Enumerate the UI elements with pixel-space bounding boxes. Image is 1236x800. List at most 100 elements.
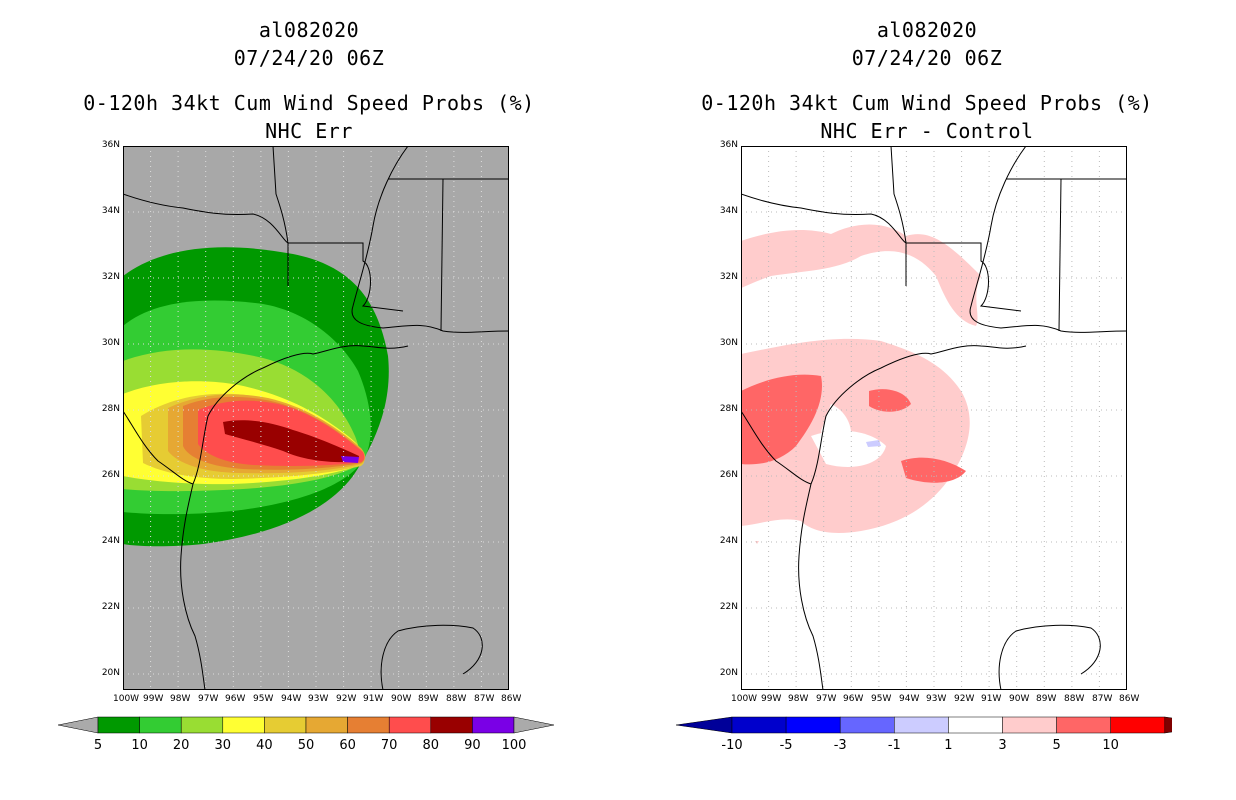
lon-label: 90W xyxy=(1009,694,1030,704)
lat-label: 36N xyxy=(101,140,120,150)
map-frame xyxy=(123,146,509,690)
lon-label: 91W xyxy=(981,694,1002,704)
lon-label: 99W xyxy=(143,694,164,704)
map-frame xyxy=(741,146,1127,690)
left-panel: al082020 07/24/20 06Z 0-120h 34kt Cum Wi… xyxy=(58,18,554,753)
product-title: 0-120h 34kt Cum Wind Speed Probs (%) xyxy=(83,91,535,115)
colorbar-box xyxy=(1002,716,1057,734)
experiment-title: NHC Err xyxy=(265,119,353,143)
lon-label: 93W xyxy=(926,694,947,704)
colorbar-label: 5 xyxy=(1052,738,1061,753)
lon-label: 98W xyxy=(788,694,809,704)
map-canvas xyxy=(741,146,1127,690)
colorbar-box xyxy=(97,716,140,734)
lat-label: 26N xyxy=(101,470,120,480)
probability-colorbar xyxy=(58,716,554,734)
lon-label: 90W xyxy=(391,694,412,704)
colorbar-box xyxy=(264,716,307,734)
difference-colorbar xyxy=(676,716,1172,734)
lat-label: 20N xyxy=(719,668,738,678)
colorbar-box xyxy=(180,716,224,734)
lon-label: 88W xyxy=(446,694,467,704)
lon-label: 92W xyxy=(954,694,975,704)
lon-label: 100W xyxy=(731,694,758,704)
colorbar-box xyxy=(894,716,949,734)
lat-label: 34N xyxy=(101,206,120,216)
experiment-title: NHC Err - Control xyxy=(820,119,1034,143)
colorbar-label: 20 xyxy=(172,738,190,753)
colorbar-label: 80 xyxy=(422,738,440,753)
lon-label: 89W xyxy=(1036,694,1057,704)
lon-label: 86W xyxy=(1119,694,1140,704)
colorbar-label: 70 xyxy=(380,738,398,753)
date-title: 07/24/20 06Z xyxy=(851,46,1003,70)
colorbar-box xyxy=(430,716,473,734)
colorbar-label: 5 xyxy=(93,738,103,753)
lon-label: 100W xyxy=(113,694,140,704)
lat-label: 22N xyxy=(101,602,120,612)
colorbar-box xyxy=(731,716,787,734)
coastlines xyxy=(123,146,509,690)
right-panel: al082020 07/24/20 06Z 0-120h 34kt Cum Wi… xyxy=(618,0,1236,800)
colorbar-box xyxy=(839,716,895,734)
storm-id-title: al082020 xyxy=(876,18,978,42)
lon-label: 99W xyxy=(761,694,782,704)
colorbar-box xyxy=(222,716,265,734)
colorbar-label: -5 xyxy=(779,738,793,753)
lon-label: 92W xyxy=(336,694,357,704)
coastlines xyxy=(741,146,1127,690)
colorbar-box xyxy=(472,716,515,734)
probability-map xyxy=(123,146,509,690)
lat-label: 20N xyxy=(101,668,120,678)
lon-label: 88W xyxy=(1064,694,1085,704)
colorbar-label: 40 xyxy=(256,738,273,753)
colorbar-box xyxy=(948,716,1003,734)
colorbar-box xyxy=(305,716,348,734)
colorbar-label: -1 xyxy=(887,738,901,753)
lon-label: 86W xyxy=(501,694,522,704)
lon-label: 91W xyxy=(363,694,384,704)
lat-label: 32N xyxy=(719,272,738,282)
lon-label: 95W xyxy=(253,694,274,704)
colorbar-label: 90 xyxy=(464,738,481,753)
lat-label: 36N xyxy=(719,140,738,150)
colorbar-box xyxy=(347,716,390,734)
colorbar-low-arrow xyxy=(676,716,733,734)
colorbar-box xyxy=(1056,716,1111,734)
colorbar-box xyxy=(139,716,182,734)
map-canvas xyxy=(123,146,509,690)
lon-label: 89W xyxy=(418,694,439,704)
lat-label: 28N xyxy=(719,404,738,414)
lon-label: 87W xyxy=(1092,694,1113,704)
colorbar-label: 50 xyxy=(297,738,315,753)
colorbar-low-arrow xyxy=(58,716,99,734)
lat-label: 30N xyxy=(101,338,120,348)
difference-contours xyxy=(741,224,981,544)
storm-id-title: al082020 xyxy=(258,18,360,42)
lat-label: 30N xyxy=(719,338,738,348)
colorbar-high-arrow xyxy=(1164,716,1172,734)
lat-label: 34N xyxy=(719,206,738,216)
lon-label: 93W xyxy=(308,694,329,704)
lon-label: 94W xyxy=(899,694,920,704)
lat-label: 24N xyxy=(101,536,120,546)
lon-label: 96W xyxy=(843,694,864,704)
lat-label: 28N xyxy=(101,404,120,414)
product-title: 0-120h 34kt Cum Wind Speed Probs (%) xyxy=(701,91,1153,115)
lat-label: 24N xyxy=(719,536,738,546)
lat-label: 22N xyxy=(719,602,738,612)
probability-contours xyxy=(123,247,389,547)
colorbar-label: -3 xyxy=(833,738,847,753)
lon-label: 96W xyxy=(225,694,246,704)
colorbar-label: 100 xyxy=(501,738,527,753)
lon-label: 87W xyxy=(474,694,495,704)
lon-label: 97W xyxy=(816,694,837,704)
lat-label: 32N xyxy=(101,272,120,282)
lat-label: 26N xyxy=(719,470,738,480)
colorbar-high-arrow xyxy=(513,716,554,734)
colorbar-box xyxy=(1110,716,1166,734)
colorbar-label: 10 xyxy=(131,738,148,753)
colorbar-label: 30 xyxy=(214,738,232,753)
colorbar-label: 3 xyxy=(998,738,1007,753)
colorbar-label: 60 xyxy=(339,738,356,753)
